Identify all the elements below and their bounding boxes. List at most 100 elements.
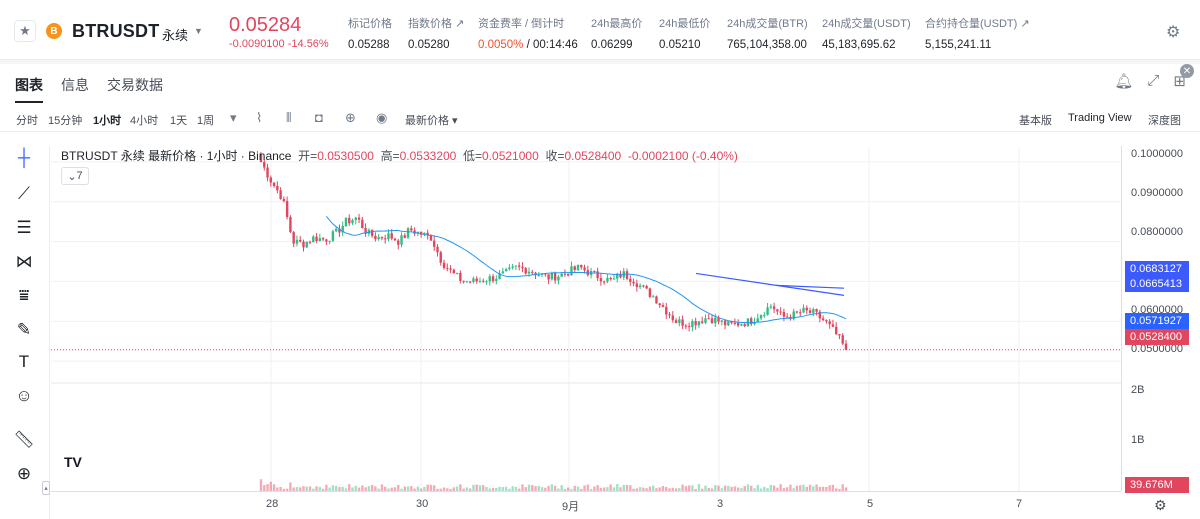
candle — [759, 314, 763, 319]
time-axis[interactable] — [51, 491, 1121, 492]
volume-bar — [397, 484, 400, 491]
timeframe-1m[interactable]: 分时 — [16, 115, 38, 127]
candle — [795, 311, 799, 313]
volume-bar — [393, 487, 397, 491]
candle — [383, 238, 387, 240]
settings-icon[interactable]: ◉ — [376, 110, 388, 125]
brush-icon[interactable]: ✎ — [16, 320, 32, 339]
indicator-toggle[interactable]: ⌄ 7 — [61, 167, 89, 185]
price-change: -0.0090100 -14.56% — [229, 38, 329, 50]
stat-index-price[interactable]: 指数价格 ↗ 0.05280 — [408, 18, 465, 51]
close-icon[interactable]: ✕ — [1180, 64, 1194, 78]
volume-bar — [413, 488, 416, 491]
volume-bar — [678, 488, 681, 491]
x-tick: 3 — [717, 498, 724, 510]
volume-bar — [488, 488, 491, 491]
bell-icon[interactable]: 🔔︎ — [1114, 73, 1134, 90]
ruler-icon[interactable]: 📏︎ — [13, 430, 35, 449]
pattern-icon[interactable]: ⋈ — [15, 252, 33, 271]
candle — [390, 233, 393, 239]
tab-info[interactable]: 信息 — [61, 77, 89, 93]
chart-settings-gear-icon[interactable]: ⚙ — [1154, 497, 1167, 513]
candle — [436, 246, 439, 253]
candle — [776, 309, 779, 312]
candle — [276, 185, 279, 191]
horizontal-lines-icon[interactable]: ☰ — [16, 218, 32, 237]
candle — [583, 267, 586, 271]
candle — [266, 167, 269, 178]
candle — [544, 273, 547, 275]
stat-open-interest[interactable]: 合约持仓量(USDT) ↗ 5,155,241.11 — [925, 18, 1030, 51]
volume-bar — [465, 487, 469, 491]
star-icon[interactable]: ★ — [14, 20, 36, 42]
candle — [393, 238, 397, 241]
layout-grid-icon[interactable]: ⊞ — [1173, 73, 1186, 90]
volume-bar — [351, 487, 354, 491]
candle — [302, 241, 305, 248]
volume-bar — [276, 487, 279, 491]
price-chart[interactable] — [51, 146, 1121, 491]
timeframe-4h[interactable]: 4小时 — [130, 115, 159, 127]
chart-type-icon[interactable]: ⫴ — [286, 110, 292, 125]
chevron-down-icon[interactable]: ▼ — [194, 26, 203, 36]
candle — [707, 318, 710, 320]
timeframe-1h[interactable]: 1小时 — [93, 115, 122, 127]
timeframe-1d[interactable]: 1天 — [170, 115, 188, 127]
zoom-icon[interactable]: ⊕ — [16, 464, 32, 483]
candle — [351, 219, 354, 224]
volume-bar — [642, 487, 645, 491]
crosshair-icon[interactable]: ┼ — [17, 148, 31, 167]
symbol-name[interactable]: BTRUSDT — [72, 21, 160, 41]
view-basic[interactable]: 基本版 — [1019, 115, 1052, 127]
timeframe-1w[interactable]: 1周 — [197, 115, 215, 127]
timeframe-dropdown-icon[interactable]: ▾ — [230, 110, 237, 125]
text-icon[interactable]: T — [18, 352, 30, 371]
volume-bar — [841, 484, 844, 491]
ticker-header: ★ B BTRUSDT 永续 ▼ 0.05284 -0.0090100 -14.… — [0, 0, 1200, 60]
volume-bar — [648, 486, 652, 491]
volume-bar — [289, 482, 292, 491]
timeframe-15m[interactable]: 15分钟 — [48, 115, 83, 127]
volume-bar — [671, 487, 674, 491]
candle — [426, 232, 429, 235]
candle — [844, 343, 848, 350]
gear-icon[interactable]: ⚙ — [1166, 24, 1181, 41]
scroll-indicator[interactable]: ▴ — [42, 481, 50, 495]
tab-chart[interactable]: 图表 — [15, 75, 43, 103]
volume-bar — [759, 488, 763, 491]
emoji-icon[interactable]: ☺ — [15, 386, 33, 405]
volume-bar — [580, 488, 583, 491]
candle — [785, 316, 789, 318]
candle — [403, 235, 406, 238]
price-type-select[interactable]: 最新价格 ▾ — [405, 115, 458, 127]
volume-bar — [308, 486, 312, 491]
candle — [508, 267, 511, 270]
y-tick: 0.0800000 — [1131, 226, 1183, 238]
add-indicator-icon[interactable]: ⊕ — [345, 110, 356, 125]
fib-icon[interactable]: ⩸ — [18, 286, 30, 305]
indicators-icon[interactable]: ⌇ — [256, 110, 263, 125]
chart-panel: 图表 信息 交易数据 🔔︎ ⤢ ⊞ ✕ — [0, 64, 1200, 519]
candle — [521, 266, 524, 269]
y-tick: 2B — [1131, 384, 1145, 396]
volume-bar — [410, 486, 413, 491]
volume-bar — [321, 488, 325, 491]
candle — [799, 312, 802, 314]
camera-icon[interactable]: ◘ — [315, 110, 323, 125]
volume-bar — [821, 486, 825, 491]
candle — [537, 274, 540, 276]
candle — [547, 274, 550, 280]
candle — [338, 228, 341, 233]
tab-trading-data[interactable]: 交易数据 — [107, 77, 163, 93]
candle — [328, 240, 331, 242]
price-axis[interactable] — [1121, 146, 1200, 491]
volume-bar — [459, 484, 462, 491]
volume-bar — [576, 486, 580, 491]
view-tradingview[interactable]: Trading View — [1068, 112, 1132, 124]
candle — [825, 320, 828, 322]
expand-icon[interactable]: ⤢ — [1147, 72, 1160, 89]
volume-bar — [723, 485, 727, 491]
candle — [704, 318, 707, 323]
trendline-icon[interactable]: ⟋ — [18, 184, 30, 203]
view-depth[interactable]: 深度图 — [1148, 115, 1181, 127]
